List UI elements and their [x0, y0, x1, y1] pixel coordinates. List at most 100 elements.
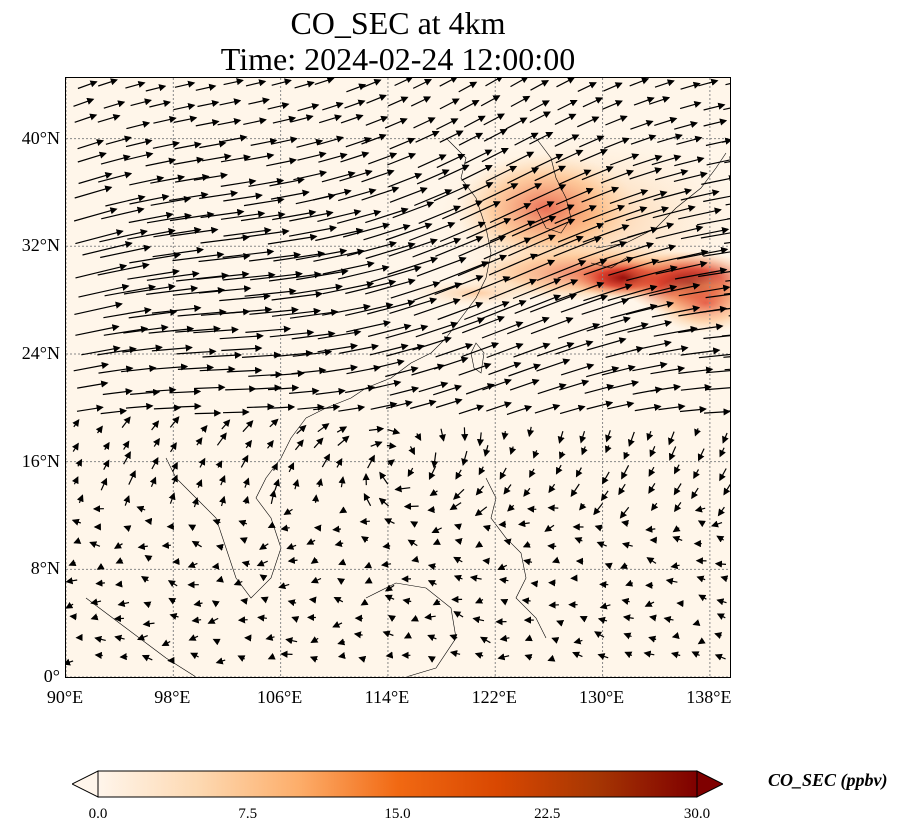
wind-arrow [122, 344, 163, 353]
wind-arrow [196, 270, 250, 280]
wind-arrow [222, 306, 273, 315]
wind-arrow [268, 271, 322, 282]
wind-arrow [388, 238, 438, 257]
wind-arrow [385, 651, 394, 659]
wind-arrow [512, 278, 562, 300]
colorbar-tick-label: 15.0 [384, 806, 411, 822]
map-title-line1: CO_SEC at 4km [290, 5, 506, 41]
wind-arrow [627, 431, 635, 447]
wind-arrow [283, 508, 293, 516]
wind-arrow [650, 383, 681, 392]
wind-arrow [558, 169, 592, 185]
wind-arrow [410, 614, 419, 622]
wind-arrow [418, 205, 462, 224]
wind-arrow [619, 562, 628, 569]
wind-arrow [345, 302, 394, 316]
wind-arrow [527, 505, 537, 513]
wind-arrow [148, 325, 195, 334]
wind-arrow [415, 321, 459, 338]
wind-arrow [413, 282, 463, 301]
wind-arrow [363, 223, 411, 241]
wind-arrow [524, 634, 533, 642]
wind-arrow [601, 471, 610, 485]
wind-arrow [655, 260, 708, 275]
wind-arrow [651, 154, 682, 166]
wind-arrow [486, 401, 512, 412]
wind-arrow [240, 211, 286, 222]
wind-arrow [431, 526, 442, 534]
wind-arrow [557, 99, 578, 111]
wind-arrow [146, 285, 199, 295]
wind-arrow [242, 420, 254, 433]
wind-arrow [339, 506, 348, 514]
wind-arrow [117, 599, 130, 607]
wind-arrow [195, 479, 203, 488]
wind-arrow [505, 183, 543, 202]
wind-arrow [287, 556, 298, 564]
wind-arrow [653, 188, 693, 201]
wind-arrow [557, 322, 601, 339]
wind-arrow [242, 495, 250, 504]
wind-arrow [674, 502, 682, 513]
wind-arrow [144, 517, 153, 525]
wind-arrow [474, 652, 484, 659]
wind-arrow [705, 370, 730, 374]
coastline-borneo [365, 582, 457, 677]
wind-arrow [483, 237, 532, 260]
wind-arrow [296, 424, 307, 435]
wind-arrow [706, 384, 730, 392]
wind-arrow [123, 451, 131, 465]
wind-arrow [200, 208, 245, 219]
wind-arrow [394, 485, 411, 493]
wind-arrow [385, 324, 429, 339]
wind-arrow [173, 402, 202, 410]
wind-arrow [554, 134, 580, 147]
wind-arrow [171, 461, 178, 472]
wind-arrow [218, 474, 226, 486]
wind-arrow [291, 367, 327, 375]
wind-arrow [98, 78, 118, 87]
wind-arrow [604, 445, 612, 454]
wind-arrow [555, 281, 605, 301]
wind-arrow [168, 597, 177, 605]
wind-arrow [245, 325, 292, 333]
wind-arrow [340, 151, 370, 163]
wind-arrow [609, 189, 649, 204]
wind-arrow [649, 96, 671, 105]
wind-arrow [499, 634, 510, 642]
wind-arrow [151, 363, 189, 371]
wind-arrow [678, 284, 730, 297]
wind-arrow [696, 575, 706, 583]
wind-arrow [289, 387, 320, 395]
wind-arrow [199, 190, 239, 200]
wind-arrow [650, 502, 659, 511]
wind-arrow [478, 466, 486, 476]
wind-arrow [630, 120, 654, 130]
wind-arrow [413, 298, 461, 316]
wind-arrow [427, 580, 437, 587]
wind-arrow [266, 157, 297, 167]
wind-arrow [449, 634, 458, 641]
wind-arrow [671, 632, 680, 640]
wind-arrow [248, 371, 283, 379]
wind-arrow [692, 619, 701, 627]
wind-arrow [310, 556, 319, 564]
wind-arrow [220, 154, 251, 163]
wind-arrow [152, 437, 160, 447]
wind-arrow [267, 403, 296, 411]
wind-arrow [454, 538, 463, 546]
wind-arrow [723, 484, 730, 496]
colorbar-tick-label: 22.5 [534, 806, 561, 822]
wind-arrow [76, 404, 104, 412]
wind-arrow [306, 538, 316, 545]
wind-arrow [378, 497, 389, 507]
wind-arrow [387, 256, 439, 276]
wind-arrow [173, 115, 198, 123]
wind-arrow [680, 189, 720, 201]
wind-arrow [514, 294, 562, 314]
wind-arrow [169, 442, 177, 453]
wind-arrow [560, 363, 595, 376]
wind-arrow [551, 637, 560, 644]
wind-arrow [654, 116, 678, 126]
wind-arrow [250, 384, 282, 392]
